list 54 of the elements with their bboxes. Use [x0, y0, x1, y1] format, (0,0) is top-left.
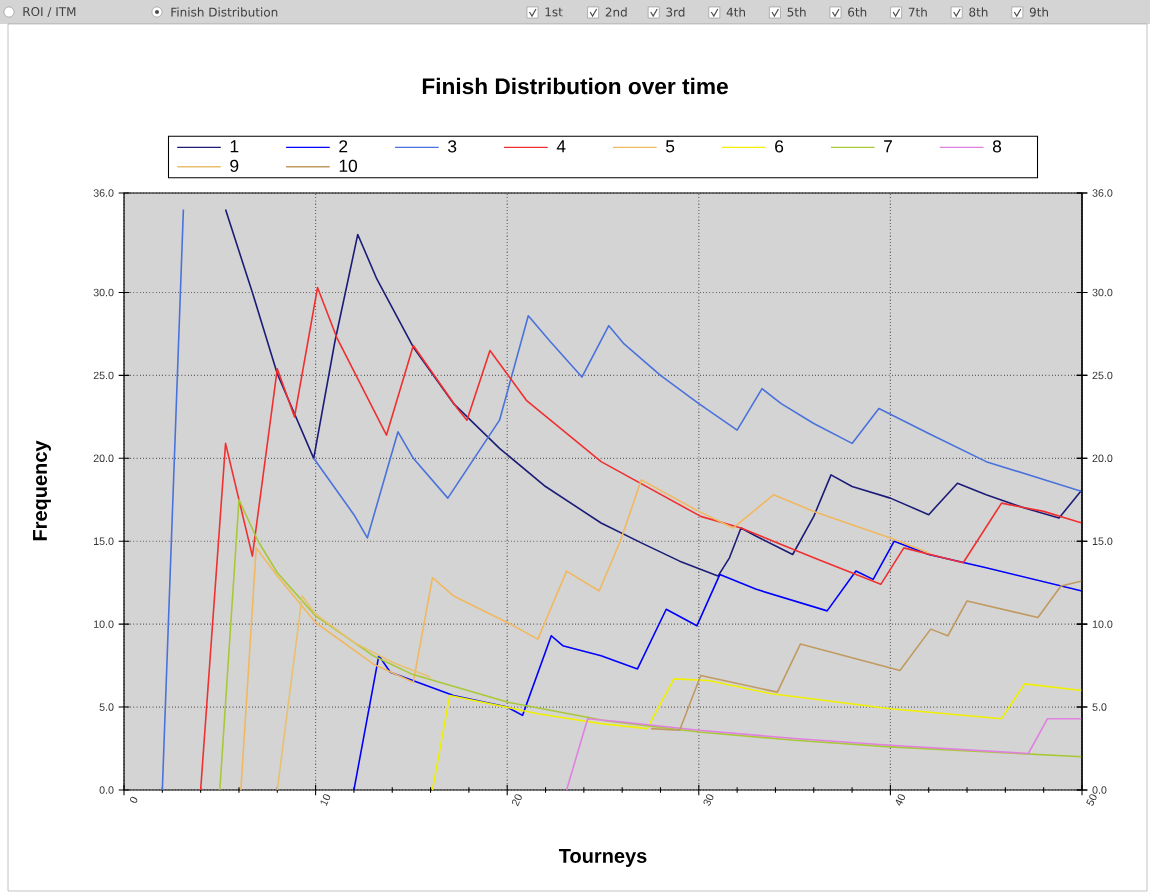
line-series [431, 678, 1082, 790]
text: 3rd [666, 7, 685, 17]
text: Finish Distribution [171, 7, 278, 17]
x-tick-label: 10 [320, 794, 331, 807]
text: 9th [1029, 7, 1048, 17]
x-tick-label: 20 [511, 794, 522, 807]
y2-tick-label: 10.0 [1092, 620, 1113, 628]
legend-label: 6 [775, 140, 784, 153]
line-series [199, 286, 1082, 790]
y2-tick-label: 20.0 [1092, 454, 1113, 463]
y-axis-title: Frequency [33, 440, 51, 541]
legend-label: 7 [884, 140, 892, 153]
line-series [276, 595, 432, 790]
line-series [224, 208, 1082, 577]
y2-tick-label: 25.0 [1092, 371, 1113, 380]
line-series [240, 479, 930, 790]
y-tick-label: 36.0 [93, 189, 114, 197]
y-tick-label: 15.0 [94, 537, 114, 546]
y-tick-label: 25.0 [93, 371, 114, 380]
y2-tick-label: 5.0 [1092, 703, 1107, 711]
legend-label: 10 [339, 159, 358, 172]
line-series [565, 717, 1082, 790]
y-tick-label: 10.0 [94, 620, 114, 628]
legend-label: 3 [448, 140, 457, 153]
x-tick-label: 30 [703, 794, 714, 806]
text: 4th [726, 7, 745, 17]
legend-label: 2 [339, 140, 348, 153]
line-series [650, 580, 1082, 732]
y2-tick-label: 30.0 [1092, 288, 1113, 297]
line-series [353, 540, 1082, 790]
legend-label: 9 [230, 159, 239, 172]
y-tick-label: 0.0 [99, 786, 114, 794]
text: 7th [908, 7, 927, 17]
legend-label: 4 [556, 140, 566, 153]
legend-label: 5 [665, 140, 675, 153]
y-tick-label: 5.0 [99, 703, 114, 711]
y2-tick-label: 36.0 [1092, 189, 1113, 197]
x-axis-title: Tourneys [558, 849, 647, 867]
text: 8th [969, 7, 988, 17]
x-tick-label: 40 [895, 794, 905, 806]
x-tick-label: 0 [129, 796, 138, 803]
text: 1st [545, 7, 563, 17]
text: 5th [787, 7, 806, 17]
x-tick-label: 50 [1086, 794, 1097, 806]
y-tick-label: 20.0 [93, 454, 114, 463]
legend-label: 1 [230, 140, 239, 153]
y-tick-label: 30.0 [93, 288, 114, 297]
text: ROI / ITM [23, 6, 76, 17]
text: 2nd [605, 7, 627, 17]
text: 6th [848, 7, 867, 17]
chart-title: Finish Distribution over time [422, 77, 728, 95]
y2-tick-label: 0.0 [1092, 786, 1107, 794]
y2-tick-label: 15.0 [1092, 537, 1113, 546]
legend-label: 8 [992, 140, 1002, 153]
